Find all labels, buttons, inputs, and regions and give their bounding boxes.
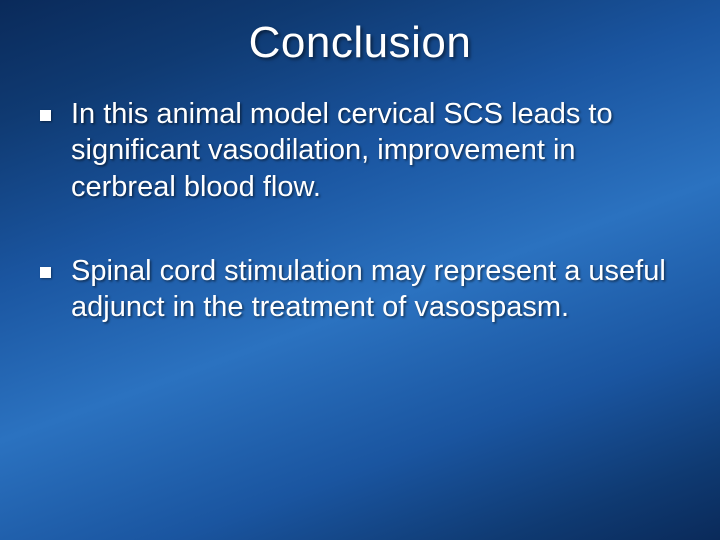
slide-title: Conclusion xyxy=(0,0,720,68)
bullet-text: In this animal model cervical SCS leads … xyxy=(71,96,680,205)
slide-body: In this animal model cervical SCS leads … xyxy=(0,68,720,325)
square-bullet-icon xyxy=(40,267,51,278)
square-bullet-icon xyxy=(40,110,51,121)
bullet-text: Spinal cord stimulation may represent a … xyxy=(71,253,680,326)
presentation-slide: Conclusion In this animal model cervical… xyxy=(0,0,720,540)
bullet-item: Spinal cord stimulation may represent a … xyxy=(40,253,680,326)
bullet-item: In this animal model cervical SCS leads … xyxy=(40,96,680,205)
